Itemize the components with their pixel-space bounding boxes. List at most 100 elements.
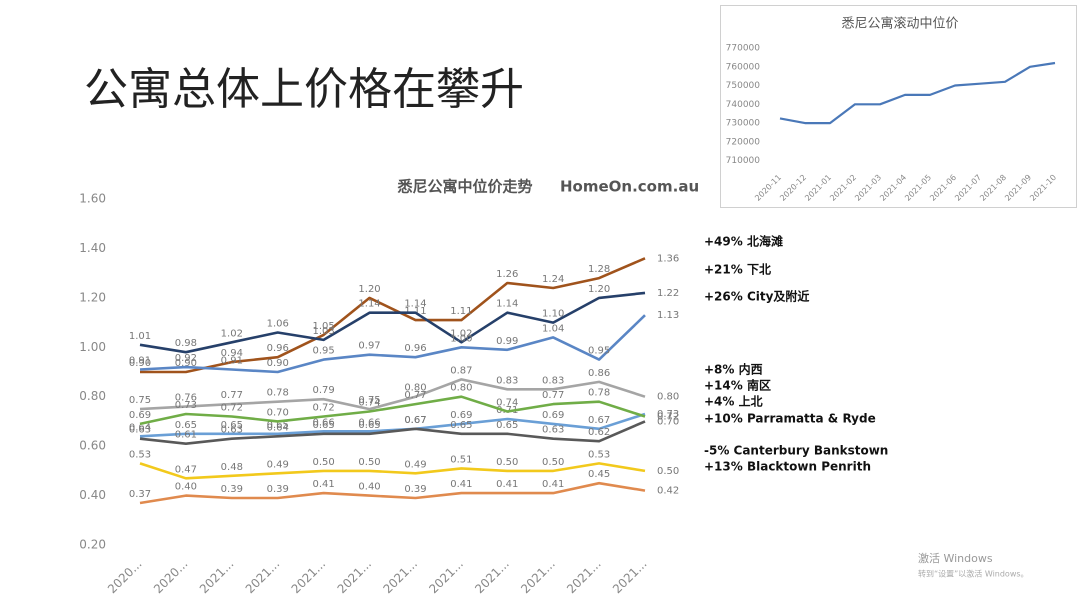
data-label: 0.62 — [588, 427, 610, 438]
data-label: 1.05 — [313, 321, 335, 332]
data-label: 0.99 — [496, 336, 518, 347]
legend-label: +26% City及附近 — [704, 289, 809, 304]
legend-label: +49% 北海滩 — [704, 234, 783, 249]
data-label: 0.77 — [221, 390, 243, 401]
data-label: 0.66 — [313, 417, 335, 428]
data-label: 0.92 — [175, 353, 197, 364]
data-label: 0.69 — [450, 410, 472, 421]
data-label: 1.14 — [358, 299, 380, 310]
data-label: 1.10 — [542, 309, 564, 320]
data-label: 1.00 — [450, 333, 472, 344]
data-label: 0.63 — [221, 425, 243, 436]
data-label: 0.86 — [588, 368, 610, 379]
data-label: 0.70 — [657, 416, 679, 427]
data-label: 0.42 — [657, 486, 679, 497]
data-label: 1.11 — [450, 306, 472, 317]
line — [139, 314, 646, 374]
data-label: 0.45 — [588, 469, 610, 480]
data-label: 0.72 — [313, 402, 335, 413]
data-label: 0.97 — [358, 341, 380, 352]
data-label: 0.66 — [358, 417, 380, 428]
data-label: 0.48 — [221, 462, 243, 473]
data-label: 0.78 — [588, 388, 610, 399]
data-label: 0.95 — [313, 346, 335, 357]
data-label: 0.87 — [450, 365, 472, 376]
y-tick-label: 1.40 — [79, 241, 106, 255]
data-label: 0.90 — [129, 358, 151, 369]
y-tick-label: 720000 — [726, 137, 761, 147]
data-label: 0.74 — [496, 398, 518, 409]
legend-label: +8% 内西 — [704, 362, 763, 377]
data-label: 0.76 — [175, 393, 197, 404]
data-label: 0.51 — [450, 454, 472, 465]
watermark: 激活 Windows — [918, 551, 993, 565]
y-tick-label: 1.20 — [79, 290, 106, 304]
data-label: 0.91 — [129, 356, 151, 367]
legend-label: +13% Blacktown Penrith — [704, 460, 871, 474]
data-label: 0.49 — [404, 459, 426, 470]
line — [139, 462, 646, 480]
data-label: 0.63 — [542, 425, 564, 436]
data-label: 1.01 — [129, 331, 151, 342]
chart-subtitle: HomeOn.com.au — [560, 178, 699, 196]
data-label: 0.41 — [313, 479, 335, 490]
legend-label: -5% Canterbury Bankstown — [704, 444, 888, 458]
line — [140, 257, 646, 374]
watermark: 转到“设置”以激活 Windows。 — [918, 569, 1029, 579]
data-label: 0.41 — [542, 479, 564, 490]
data-label: 0.49 — [267, 459, 289, 470]
line — [139, 291, 646, 354]
data-label: 0.47 — [175, 464, 197, 475]
line — [139, 481, 646, 505]
data-label: 0.83 — [542, 375, 564, 386]
data-label: 0.50 — [657, 466, 679, 477]
data-label: 0.61 — [175, 430, 197, 441]
line — [139, 395, 646, 426]
data-label: 0.73 — [657, 409, 679, 420]
data-label: 0.91 — [221, 356, 243, 367]
data-label: 0.98 — [175, 338, 197, 349]
data-label: 0.72 — [657, 411, 679, 422]
y-tick-label: 0.60 — [79, 439, 106, 453]
data-label: 0.69 — [542, 410, 564, 421]
data-label: 0.65 — [450, 420, 472, 431]
chart-title: 悉尼公寓中位价走势 — [396, 178, 532, 196]
data-label: 0.69 — [129, 410, 151, 421]
data-label: 0.77 — [404, 390, 426, 401]
data-label: 0.50 — [542, 457, 564, 468]
data-label: 0.64 — [129, 422, 151, 433]
y-tick-label: 1.60 — [79, 192, 106, 206]
slide-title: 公寓总体上价格在攀升 — [84, 64, 524, 115]
data-label: 1.36 — [657, 253, 679, 264]
data-label: 0.53 — [588, 449, 610, 460]
data-label: 1.03 — [313, 326, 335, 337]
legend-label: +21% 下北 — [704, 262, 771, 277]
data-label: 0.64 — [267, 422, 289, 433]
data-label: 0.65 — [175, 420, 197, 431]
line — [779, 61, 1056, 125]
data-label: 0.74 — [358, 398, 380, 409]
line — [139, 420, 646, 445]
data-label: 0.77 — [542, 390, 564, 401]
data-label: 0.78 — [267, 388, 289, 399]
data-label: 0.80 — [404, 383, 426, 394]
y-tick-label: 0.80 — [79, 389, 106, 403]
data-label: 1.02 — [450, 328, 472, 339]
data-label: 1.14 — [404, 299, 426, 310]
data-label: 0.40 — [358, 482, 380, 493]
data-label: 0.80 — [450, 383, 472, 394]
y-tick-label: 740000 — [726, 100, 761, 110]
line — [139, 378, 646, 411]
data-label: 0.65 — [496, 420, 518, 431]
legend-label: +10% Parramatta & Ryde — [704, 412, 876, 426]
data-label: 0.50 — [358, 457, 380, 468]
data-label: 0.50 — [313, 457, 335, 468]
data-label: 0.96 — [267, 343, 289, 354]
data-label: 1.22 — [657, 288, 679, 299]
data-label: 0.95 — [588, 346, 610, 357]
data-label: 0.63 — [129, 425, 151, 436]
data-label: 0.65 — [313, 420, 335, 431]
data-label: 0.37 — [129, 489, 151, 500]
data-label: 0.50 — [496, 457, 518, 468]
